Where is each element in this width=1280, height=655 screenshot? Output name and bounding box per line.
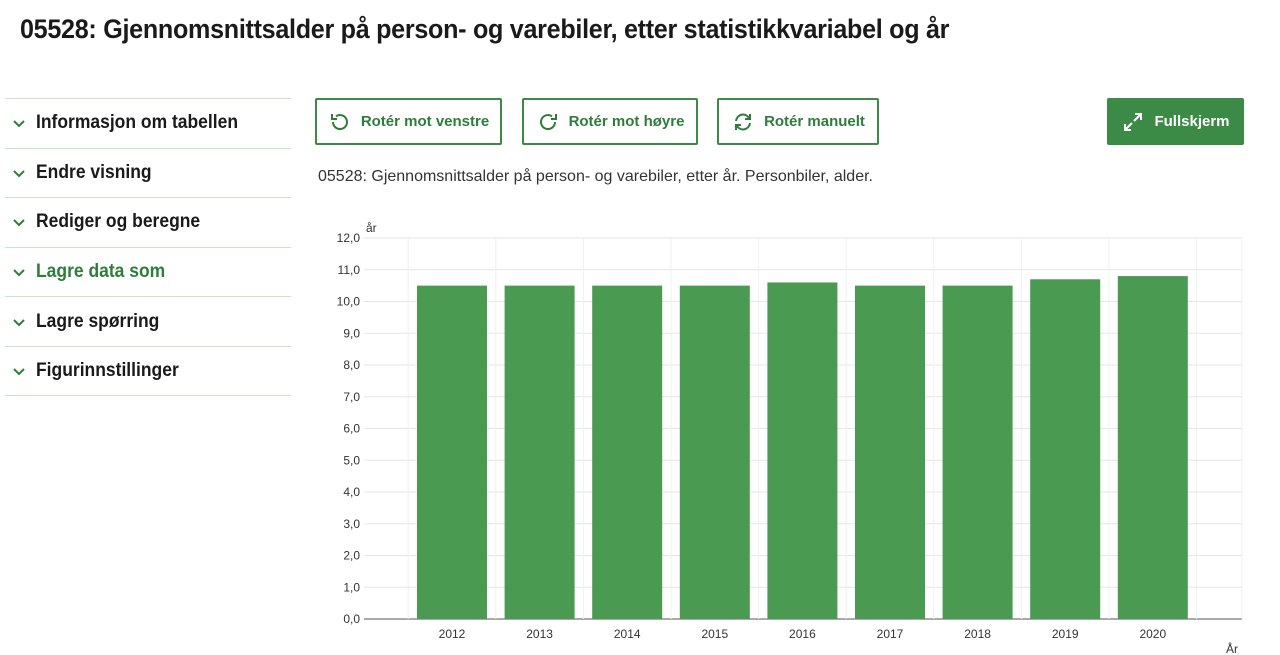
- sidebar-item-label: Lagre spørring: [36, 310, 160, 332]
- bar-2019: [1030, 279, 1101, 619]
- bar-2014: [592, 285, 663, 619]
- bar-2018: [942, 285, 1013, 619]
- rotate-manual-icon: [735, 113, 752, 130]
- sidebar-item-label: Lagre data som: [36, 261, 166, 283]
- y-tick-label: 5,0: [343, 453, 360, 467]
- expand-icon: [1124, 112, 1143, 131]
- bar-2020: [1117, 276, 1188, 619]
- y-tick-label: 10,0: [337, 295, 361, 309]
- sidebar-item-endre-visning[interactable]: Endre visning: [5, 147, 291, 198]
- sidebar-item-rediger[interactable]: Rediger og beregne: [5, 197, 291, 247]
- y-tick-label: 8,0: [343, 358, 360, 372]
- x-tick-label: 2019: [1052, 627, 1079, 641]
- y-tick-label: 4,0: [343, 485, 360, 499]
- y-tick-label: 7,0: [343, 390, 360, 404]
- sidebar-item-label: Figurinnstillinger: [36, 359, 179, 381]
- page-title: 05528: Gjennomsnittsalder på person- og …: [20, 14, 950, 44]
- x-tick-label: 2017: [877, 627, 904, 641]
- y-tick-label: 1,0: [343, 580, 360, 594]
- y-axis-label: år: [366, 221, 377, 235]
- x-tick-label: 2016: [789, 627, 816, 641]
- x-tick-label: 2013: [526, 627, 553, 641]
- rotate-left-icon: [330, 113, 348, 130]
- y-tick-label: 9,0: [343, 326, 360, 340]
- y-tick-label: 11,0: [338, 263, 361, 277]
- sidebar: Informasjon om tabellen Endre visning Re…: [5, 98, 291, 396]
- y-tick-label: 6,0: [343, 422, 360, 436]
- fullscreen-button[interactable]: Fullskjerm: [1107, 98, 1244, 145]
- sidebar-item-label: Endre visning: [36, 161, 152, 183]
- sidebar-item-informasjon[interactable]: Informasjon om tabellen: [5, 98, 291, 148]
- chevron-down-icon: [13, 318, 25, 327]
- rotate-left-button[interactable]: Rotér mot venstre: [315, 98, 502, 145]
- chevron-down-icon: [13, 368, 25, 376]
- y-tick-label: 3,0: [343, 517, 360, 531]
- x-tick-label: 2018: [964, 627, 991, 641]
- bar-2012: [417, 285, 487, 619]
- chevron-down-icon: [13, 269, 25, 277]
- chevron-down-icon: [13, 170, 25, 178]
- fullscreen-label: Fullskjerm: [1154, 113, 1230, 130]
- bar-2017: [855, 285, 925, 619]
- sidebar-item-lagre-sporring[interactable]: Lagre spørring: [5, 296, 291, 346]
- bar-2013: [504, 285, 575, 619]
- x-axis-label: År: [1226, 641, 1238, 655]
- y-tick-label: 12,0: [337, 231, 361, 245]
- bar-2016: [767, 282, 838, 619]
- y-tick-label: 0,0: [343, 612, 360, 626]
- rotate-right-button[interactable]: Rotér mot høyre: [522, 98, 698, 145]
- y-tick-label: 2,0: [343, 549, 360, 563]
- rotate-right-icon: [539, 113, 557, 130]
- rotate-manual-button[interactable]: Rotér manuelt: [717, 98, 879, 145]
- rotate-right-label: Rotér mot høyre: [568, 113, 685, 130]
- chart-title: 05528: Gjennomsnittsalder på person- og …: [318, 168, 873, 185]
- sidebar-item-lagre-data[interactable]: Lagre data som: [5, 246, 291, 297]
- sidebar-item-label: Informasjon om tabellen: [36, 112, 239, 134]
- sidebar-item-figurinnstillinger[interactable]: Figurinnstillinger: [5, 345, 291, 396]
- rotate-manual-label: Rotér manuelt: [764, 113, 865, 130]
- bar-2015: [679, 285, 750, 619]
- x-tick-label: 2012: [439, 627, 466, 641]
- rotate-left-label: Rotér mot venstre: [360, 113, 490, 130]
- sidebar-item-label: Rediger og beregne: [36, 211, 201, 233]
- chevron-down-icon: [13, 219, 25, 227]
- x-tick-label: 2014: [614, 627, 641, 641]
- x-tick-label: 2015: [701, 627, 728, 641]
- chevron-down-icon: [13, 120, 25, 128]
- x-tick-label: 2020: [1139, 627, 1166, 641]
